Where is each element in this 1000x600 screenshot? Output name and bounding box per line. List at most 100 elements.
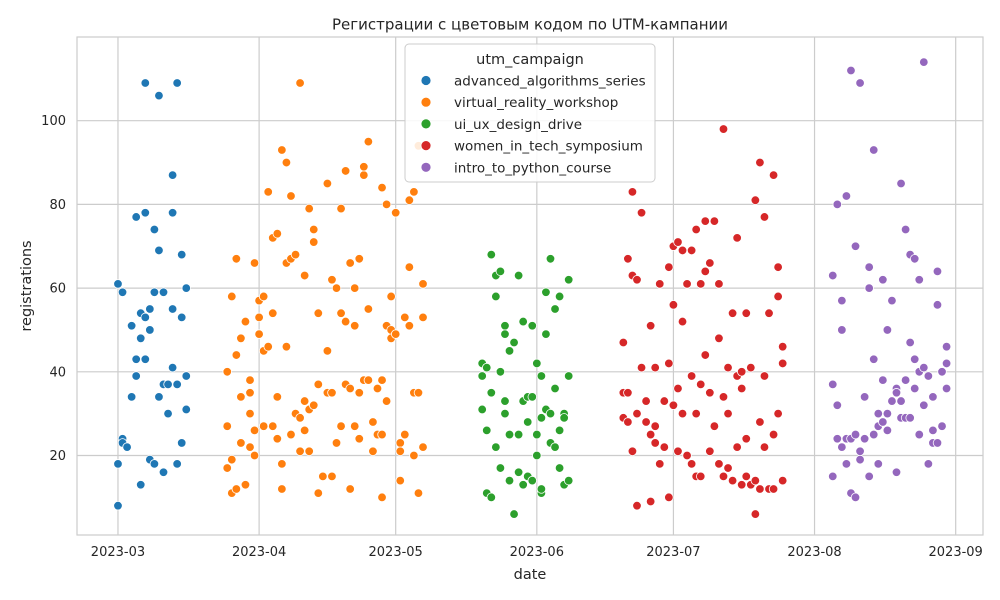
data-point (941, 383, 952, 394)
data-point (331, 283, 342, 293)
data-point (368, 417, 378, 427)
data-point (641, 396, 651, 406)
data-point (377, 375, 387, 385)
data-point (545, 408, 556, 419)
data-point (896, 396, 906, 406)
data-point (268, 308, 278, 318)
data-point (623, 388, 633, 398)
data-point (664, 492, 674, 503)
data-point (932, 300, 943, 310)
data-point (272, 228, 283, 239)
data-point (286, 429, 296, 440)
data-point (395, 475, 405, 486)
chart-title: Регистрации с цветовым кодом по UTM-камп… (332, 16, 728, 34)
data-point (910, 383, 920, 394)
data-point (227, 454, 237, 465)
data-point (263, 341, 273, 352)
data-point (354, 434, 364, 444)
data-point (236, 333, 246, 344)
y-tick-label: 80 (49, 198, 66, 213)
data-point (737, 367, 747, 377)
data-point (272, 392, 283, 402)
data-point (477, 404, 487, 415)
data-point (477, 371, 487, 381)
data-point (727, 308, 738, 318)
data-point (873, 408, 883, 419)
data-point (636, 362, 647, 373)
data-point (869, 145, 879, 155)
data-point (354, 254, 364, 264)
data-point (828, 379, 838, 390)
data-point (541, 329, 551, 339)
data-point (336, 421, 346, 431)
data-point (486, 388, 497, 398)
data-point (236, 438, 246, 448)
data-point (682, 279, 692, 289)
data-point (286, 191, 296, 201)
data-point (313, 488, 323, 498)
data-point (550, 304, 560, 314)
data-point (650, 438, 660, 448)
data-point (181, 283, 191, 293)
data-point (340, 166, 351, 176)
data-point (177, 249, 187, 260)
data-point (910, 254, 920, 264)
data-point (673, 383, 683, 394)
data-point (377, 182, 387, 193)
data-point (768, 429, 779, 440)
data-point (254, 312, 264, 323)
data-point (277, 459, 287, 469)
data-point (905, 337, 915, 348)
data-point (773, 262, 783, 272)
data-point (245, 408, 255, 419)
data-point (231, 254, 242, 264)
data-point (272, 434, 283, 444)
data-point (764, 308, 774, 318)
data-point (295, 446, 305, 457)
data-point (554, 463, 565, 473)
data-point (532, 358, 542, 369)
y-tick-label: 20 (49, 449, 66, 464)
data-point (527, 321, 537, 331)
data-point (172, 78, 182, 88)
x-tick-label: 2023-08 (787, 545, 841, 560)
data-point (832, 434, 843, 444)
data-point (158, 467, 169, 477)
data-point (136, 480, 146, 490)
data-point (668, 400, 679, 410)
data-point (832, 400, 843, 410)
data-point (509, 509, 519, 519)
series-ui_ux_design_drive (477, 249, 574, 519)
data-point (659, 442, 670, 452)
data-point (859, 434, 870, 444)
data-point (850, 492, 861, 503)
data-point (882, 325, 893, 335)
data-point (563, 371, 574, 381)
data-point (755, 484, 765, 494)
data-point (181, 371, 191, 381)
data-point (299, 396, 310, 406)
data-point (727, 475, 738, 486)
data-point (536, 371, 547, 381)
data-point (491, 291, 501, 302)
data-point (882, 425, 893, 436)
data-point (536, 413, 547, 423)
data-point (258, 421, 269, 431)
data-point (268, 421, 278, 431)
data-point (855, 454, 865, 465)
data-point (768, 170, 779, 180)
data-point (714, 459, 724, 469)
data-point (832, 199, 843, 210)
data-point (363, 304, 374, 314)
data-point (932, 438, 943, 448)
data-point (700, 216, 710, 226)
data-point (154, 245, 164, 256)
data-point (941, 358, 952, 369)
legend-label: women_in_tech_symposium (454, 139, 643, 155)
data-point (686, 245, 697, 256)
x-axis-ticks: 2023-03 2023-04 2023-05 2023-06 2023-07 2023-… (91, 545, 983, 560)
data-point (249, 450, 260, 461)
data-point (126, 321, 137, 331)
data-point (368, 446, 378, 457)
data-point (655, 279, 665, 289)
